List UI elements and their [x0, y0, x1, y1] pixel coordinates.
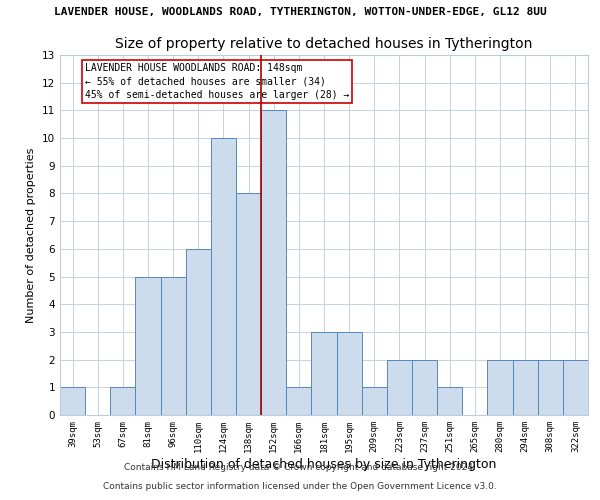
- Bar: [186, 249, 211, 415]
- Bar: [412, 360, 437, 415]
- Text: LAVENDER HOUSE, WOODLANDS ROAD, TYTHERINGTON, WOTTON-UNDER-EDGE, GL12 8UU: LAVENDER HOUSE, WOODLANDS ROAD, TYTHERIN…: [53, 8, 547, 18]
- Bar: [110, 388, 136, 415]
- Bar: [337, 332, 362, 415]
- Bar: [236, 194, 261, 415]
- Bar: [136, 276, 161, 415]
- Y-axis label: Number of detached properties: Number of detached properties: [26, 148, 37, 322]
- Bar: [487, 360, 512, 415]
- Bar: [286, 388, 311, 415]
- Bar: [538, 360, 563, 415]
- Bar: [311, 332, 337, 415]
- Text: Contains public sector information licensed under the Open Government Licence v3: Contains public sector information licen…: [103, 482, 497, 491]
- Bar: [211, 138, 236, 415]
- Title: Size of property relative to detached houses in Tytherington: Size of property relative to detached ho…: [115, 37, 533, 51]
- Bar: [563, 360, 588, 415]
- Bar: [512, 360, 538, 415]
- Bar: [261, 110, 286, 415]
- X-axis label: Distribution of detached houses by size in Tytherington: Distribution of detached houses by size …: [151, 458, 497, 470]
- Text: LAVENDER HOUSE WOODLANDS ROAD: 148sqm
← 55% of detached houses are smaller (34)
: LAVENDER HOUSE WOODLANDS ROAD: 148sqm ← …: [85, 64, 350, 100]
- Bar: [60, 388, 85, 415]
- Bar: [387, 360, 412, 415]
- Bar: [437, 388, 462, 415]
- Bar: [362, 388, 387, 415]
- Text: Contains HM Land Registry data © Crown copyright and database right 2024.: Contains HM Land Registry data © Crown c…: [124, 464, 476, 472]
- Bar: [161, 276, 186, 415]
